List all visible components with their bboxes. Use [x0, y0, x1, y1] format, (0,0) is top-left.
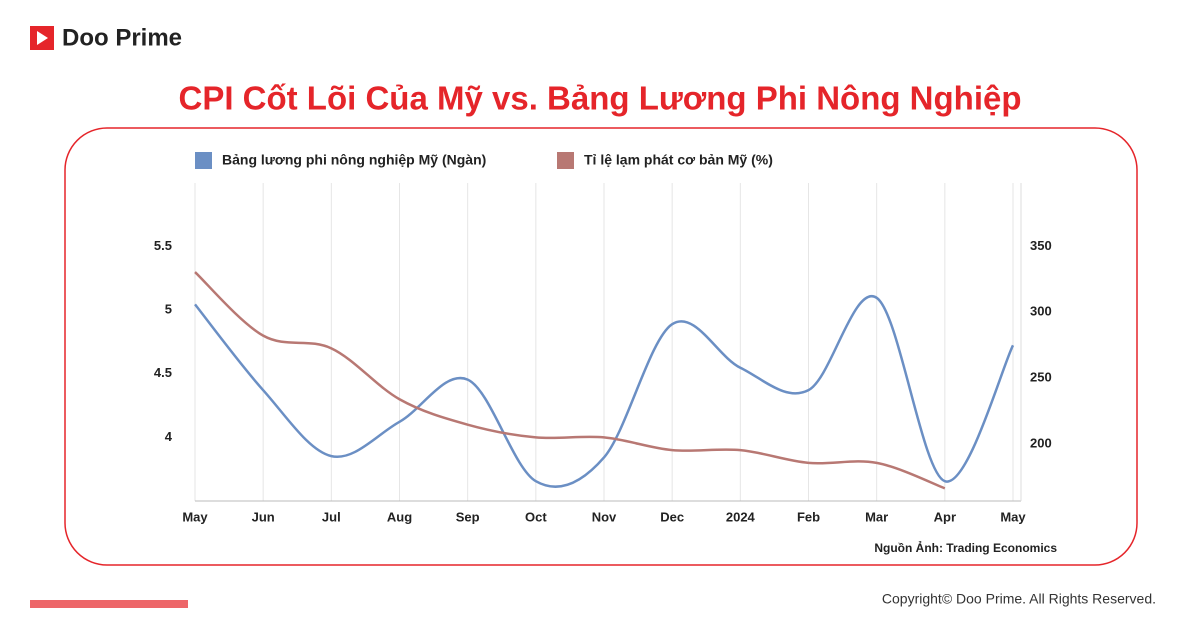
x-tick-label: May: [182, 509, 208, 524]
x-tick-label: Jul: [322, 509, 341, 524]
chart-frame: [64, 127, 1138, 566]
x-tick-label: Apr: [934, 509, 956, 524]
logo: Doo Prime: [30, 24, 182, 51]
x-tick-label: Nov: [592, 509, 617, 524]
y2-tick-label: 250: [1030, 370, 1052, 385]
y-tick-label: 4.5: [154, 365, 172, 380]
y2-tick-label: 350: [1030, 238, 1052, 253]
legend-swatch: [195, 152, 212, 169]
x-tick-label: Oct: [525, 509, 547, 524]
source: Nguồn Ảnh: Trading Economics: [874, 540, 1057, 555]
y2-tick-label: 300: [1030, 304, 1052, 319]
chart-title: CPI Cốt Lõi Của Mỹ vs. Bảng Lương Phi Nô…: [178, 80, 1021, 117]
decor-stripe: [30, 600, 188, 608]
x-tick-label: Mar: [865, 509, 888, 524]
x-tick-label: 2024: [726, 509, 756, 524]
legend-label: Bảng lương phi nông nghiệp Mỹ (Ngàn): [222, 152, 486, 168]
x-tick-label: Aug: [387, 509, 412, 524]
stripe: [30, 600, 188, 608]
legend-swatch: [557, 152, 574, 169]
x-tick-label: Dec: [660, 509, 684, 524]
y-tick-label: 4: [165, 429, 173, 444]
logo-arrow: [37, 31, 48, 45]
line-series: [194, 294, 1015, 488]
x-tick-label: Feb: [797, 509, 820, 524]
line-series: [194, 271, 946, 490]
legend-label: Tỉ lệ lạm phát cơ bản Mỹ (%): [584, 152, 773, 168]
y2-tick-label: 200: [1030, 436, 1052, 451]
copyright: Copyright© Doo Prime. All Rights Reserve…: [882, 591, 1156, 607]
x-tick-label: Jun: [252, 509, 275, 524]
brand: Doo Prime: [62, 24, 182, 51]
y-tick-label: 5: [165, 302, 172, 317]
y-tick-label: 5.5: [154, 238, 172, 253]
x-tick-label: Sep: [456, 509, 480, 524]
x-tick-label: May: [1000, 509, 1026, 524]
